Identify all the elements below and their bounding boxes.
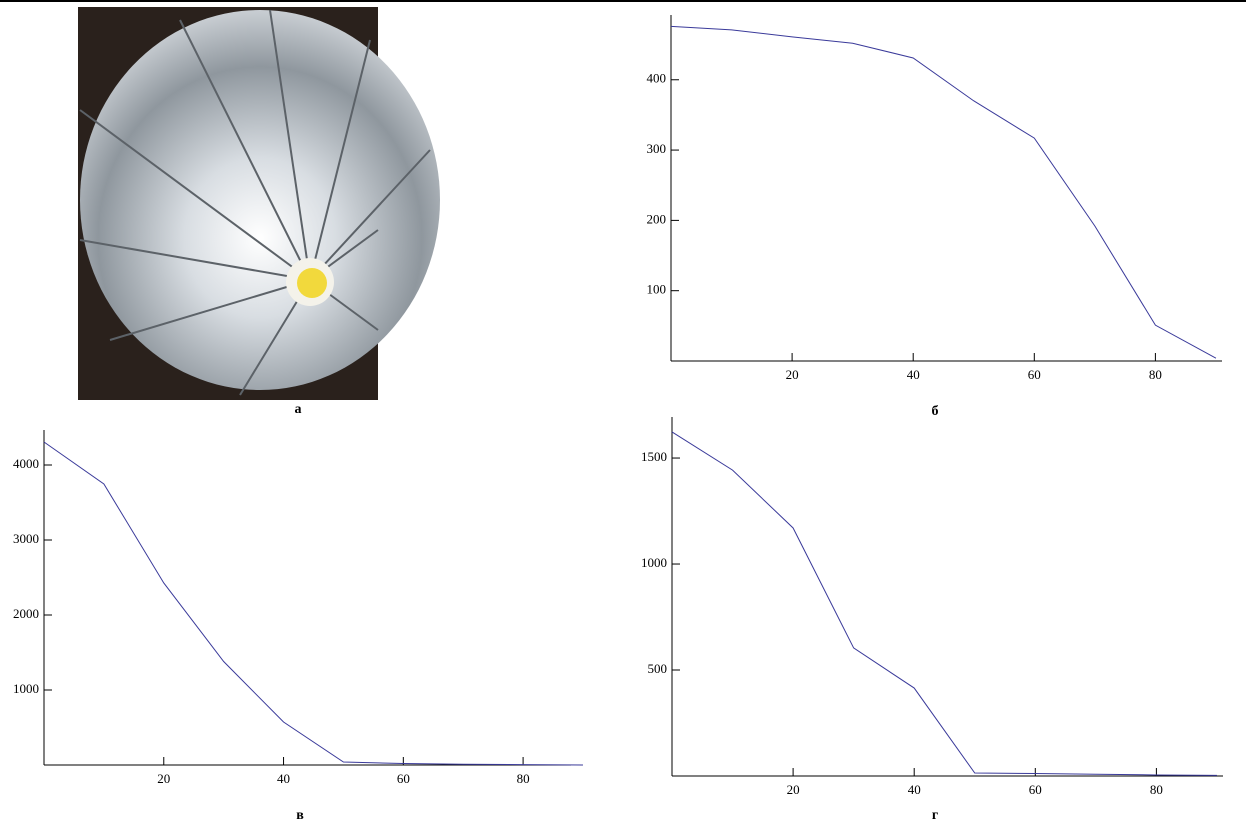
y-tick-label: 3000 [13, 531, 39, 546]
x-tick-label: 40 [277, 771, 290, 786]
y-tick-label: 1500 [641, 449, 667, 464]
y-tick-label: 100 [647, 282, 667, 297]
photo [78, 7, 440, 400]
y-tick-label: 200 [647, 211, 667, 226]
chart-caption: в [296, 808, 304, 823]
chart-caption: б [932, 404, 939, 419]
data-line [671, 431, 1217, 776]
chart-caption: г [932, 808, 938, 823]
x-tick-label: 20 [786, 367, 799, 382]
x-tick-label: 20 [157, 771, 170, 786]
x-tick-label: 60 [1029, 782, 1042, 797]
y-tick-label: 400 [647, 71, 667, 86]
y-tick-label: 2000 [13, 606, 39, 621]
x-tick-label: 80 [1150, 782, 1163, 797]
y-tick-label: 500 [648, 661, 668, 676]
y-tick-label: 1000 [641, 555, 667, 570]
y-tick-label: 1000 [13, 681, 39, 696]
x-tick-label: 40 [907, 367, 920, 382]
x-tick-label: 80 [517, 771, 530, 786]
data-line [670, 25, 1217, 359]
x-tick-label: 80 [1149, 367, 1162, 382]
data-line [43, 441, 583, 766]
x-tick-label: 20 [787, 782, 800, 797]
photo-caption: а [295, 402, 302, 417]
y-tick-label: 300 [647, 141, 667, 156]
y-tick-label: 4000 [13, 456, 39, 471]
x-tick-label: 60 [1028, 367, 1041, 382]
x-tick-label: 40 [908, 782, 921, 797]
x-tick-label: 60 [397, 771, 410, 786]
